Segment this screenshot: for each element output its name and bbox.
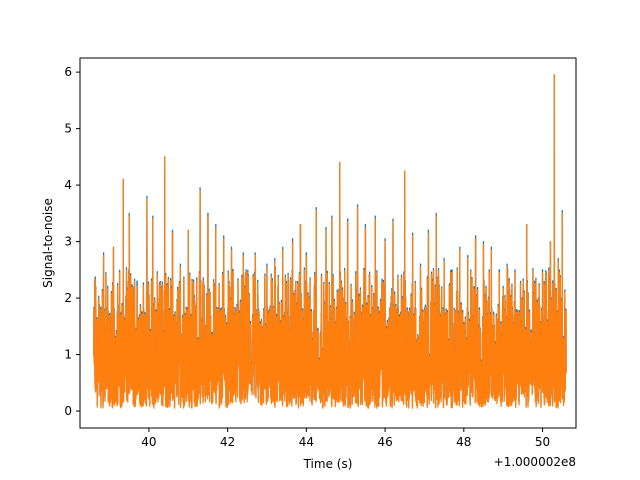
x-axis-ticks: 40 42 44 46 48 50 [141,428,550,449]
series-line-2 [93,74,567,409]
y-axis-label: Signal-to-noise [41,198,55,288]
y-tick-label: 4 [64,178,72,192]
x-tick-label: 44 [299,435,314,449]
y-tick-label: 6 [64,65,72,79]
x-tick-label: 46 [377,435,392,449]
y-tick-label: 3 [64,235,72,249]
y-tick-label: 1 [64,348,72,362]
plot-frame [79,57,577,429]
y-tick-label: 2 [64,291,72,305]
x-tick-label: 42 [220,435,235,449]
y-tick-label: 5 [64,122,72,136]
x-tick-label: 48 [456,435,471,449]
x-tick-label: 40 [141,435,156,449]
y-tick-label: 0 [64,404,72,418]
x-tick-label: 50 [535,435,550,449]
plot-area [79,57,577,429]
series-layer [93,74,567,409]
x-axis-offset-label: +1.000002e8 [494,455,576,469]
x-axis-label: Time (s) [303,457,353,471]
y-axis-ticks: 0 1 2 3 4 5 6 [64,65,80,418]
